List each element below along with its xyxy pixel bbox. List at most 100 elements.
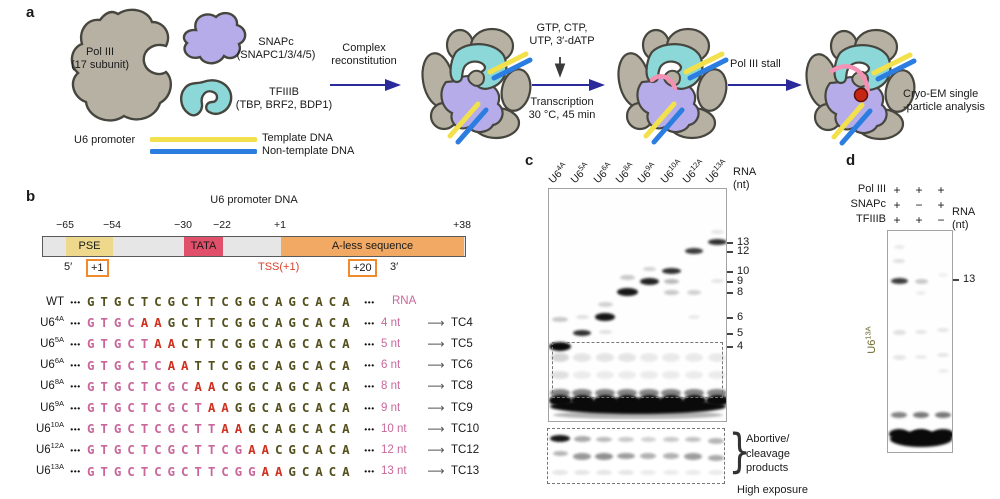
dna-sequence: GTGCTAACTTCGGCAGCACA xyxy=(87,336,356,352)
high-exposure-label: High exposure xyxy=(737,484,808,496)
maps-to-arrow: ⟶ xyxy=(427,400,445,415)
ntp-line2: UTP, 3′-dATP xyxy=(529,35,595,47)
dna-sequence: GTGCTCGCTTAAGCAGCACA xyxy=(87,421,356,437)
marker-label: 10 xyxy=(737,265,750,277)
gel-band xyxy=(618,371,636,379)
ntp-line1: GTP, CTP, xyxy=(536,22,588,34)
pse-region: PSE xyxy=(66,237,113,256)
factor-sign: − xyxy=(937,213,945,227)
gel-band xyxy=(937,328,949,332)
gel-band xyxy=(550,434,570,442)
marker-label: 4 xyxy=(737,340,744,352)
coord-minus22: −22 xyxy=(213,219,231,231)
sequence-row-u6-5a: U65A ••• GTGCTAACTTCGGCAGCACA ••• 5 nt ⟶… xyxy=(0,333,492,354)
gel-band xyxy=(573,436,591,442)
gel-band xyxy=(890,278,908,284)
tc-label: TC10 xyxy=(451,422,480,435)
dna-sequence: GTGCTCGCAACGGCAGCACA xyxy=(87,378,356,394)
tc-label: TC12 xyxy=(451,443,480,456)
gel-band xyxy=(685,469,701,475)
gel-band xyxy=(708,438,724,444)
factor-row-pol3: Pol III + + + xyxy=(828,183,960,197)
gel-band xyxy=(708,371,726,379)
gel-band xyxy=(616,288,638,296)
gel-band xyxy=(688,315,700,319)
dots: ••• xyxy=(364,423,375,434)
rna-strand xyxy=(649,74,678,91)
sequence-row-u6-6a: U66A ••• GTGCTCAATTCGGCAGCACA ••• 6 nt ⟶… xyxy=(0,355,492,376)
result-line2: -particle analysis xyxy=(903,101,985,113)
five-prime-label: 5′ xyxy=(64,261,73,273)
tfiiib-blob xyxy=(180,79,233,117)
factor-row-snapc: SNAPc + − + xyxy=(828,198,960,212)
gel-main xyxy=(548,188,727,422)
gel-band xyxy=(889,429,909,439)
gel-band xyxy=(893,259,905,263)
marker-tick xyxy=(727,292,733,294)
tata-region: TATA xyxy=(184,237,223,256)
coord-minus54: −54 xyxy=(103,219,121,231)
gel-band xyxy=(913,412,929,418)
gel-band xyxy=(549,341,571,351)
dots: ••• xyxy=(364,444,375,455)
marker-tick xyxy=(727,281,733,283)
maps-to-arrow: ⟶ xyxy=(427,421,445,436)
dots: ••• xyxy=(70,444,81,455)
gel-band xyxy=(595,313,615,321)
abortive-region-outline xyxy=(552,342,723,398)
gel-band xyxy=(617,389,637,397)
dots: ••• xyxy=(70,360,81,371)
rna-length: 5 nt xyxy=(381,337,401,350)
dots: ••• xyxy=(70,466,81,477)
gel-band xyxy=(685,371,703,379)
template-dna-label: Template DNA xyxy=(262,132,333,144)
plus1-box: +1 xyxy=(86,259,109,277)
factor-sign: + xyxy=(915,213,923,227)
promoter-bar: PSE TATA A-less sequence xyxy=(42,236,466,257)
marker-tick xyxy=(727,271,733,273)
gel-band xyxy=(552,450,568,456)
u6-promoter-label: U6 promoter xyxy=(74,134,136,146)
gel-band xyxy=(619,274,635,280)
gel-band xyxy=(595,389,615,397)
factor-sign: − xyxy=(915,198,923,212)
gel-band xyxy=(937,369,949,373)
ntp-label: GTP, CTP, UTP, 3′-dATP xyxy=(516,22,608,48)
gel-band xyxy=(552,469,568,475)
coord-minus30: −30 xyxy=(174,219,192,231)
maps-to-arrow: ⟶ xyxy=(427,379,445,394)
rna-length: 6 nt xyxy=(381,359,401,372)
tfiiib-label: TFIIIB (TBP, BRF2, BDP1) xyxy=(228,86,340,112)
panel-a-graphics xyxy=(70,8,1000,154)
dots: ••• xyxy=(70,296,81,307)
dots: ••• xyxy=(364,466,375,477)
gel-band xyxy=(707,389,726,397)
maps-to-arrow: ⟶ xyxy=(427,442,445,457)
gel-band xyxy=(573,352,591,362)
marker-tick xyxy=(727,317,733,319)
marker-label: 9 xyxy=(737,275,744,287)
gel-band xyxy=(642,267,656,271)
gel-band xyxy=(640,352,658,362)
tc-label: TC6 xyxy=(451,359,473,372)
sequence-alignment: WT ••• GTGCTCGCTTCGGCAGCACA ••• U64A •••… xyxy=(0,291,492,482)
dots: ••• xyxy=(364,381,375,392)
gel-band xyxy=(573,452,591,460)
dna-sequence: GTGCAAGCTTCGGCAGCACA xyxy=(87,315,356,331)
step2-line2: 30 °C, 45 min xyxy=(528,109,596,121)
gel-band xyxy=(663,453,679,459)
gel-band xyxy=(705,394,726,406)
variant-label: U610A xyxy=(35,419,64,435)
promoter-title: U6 promoter DNA xyxy=(210,194,298,206)
sequence-row-u6-9a: U69A ••• GTGCTCGCTAAGGCAGCACA ••• 9 nt ⟶… xyxy=(0,397,492,418)
factor-label: Pol III xyxy=(857,183,886,195)
gel-band xyxy=(684,452,702,460)
rna-length: 13 nt xyxy=(381,465,407,478)
gel-band xyxy=(685,352,703,362)
gel-band xyxy=(892,329,906,335)
three-prime-label: 3′ xyxy=(390,261,399,273)
template-dna-line xyxy=(150,137,257,142)
gel-band xyxy=(640,371,658,379)
dots: ••• xyxy=(70,423,81,434)
tfiiib-label-line1: TFIIIB xyxy=(269,86,299,98)
